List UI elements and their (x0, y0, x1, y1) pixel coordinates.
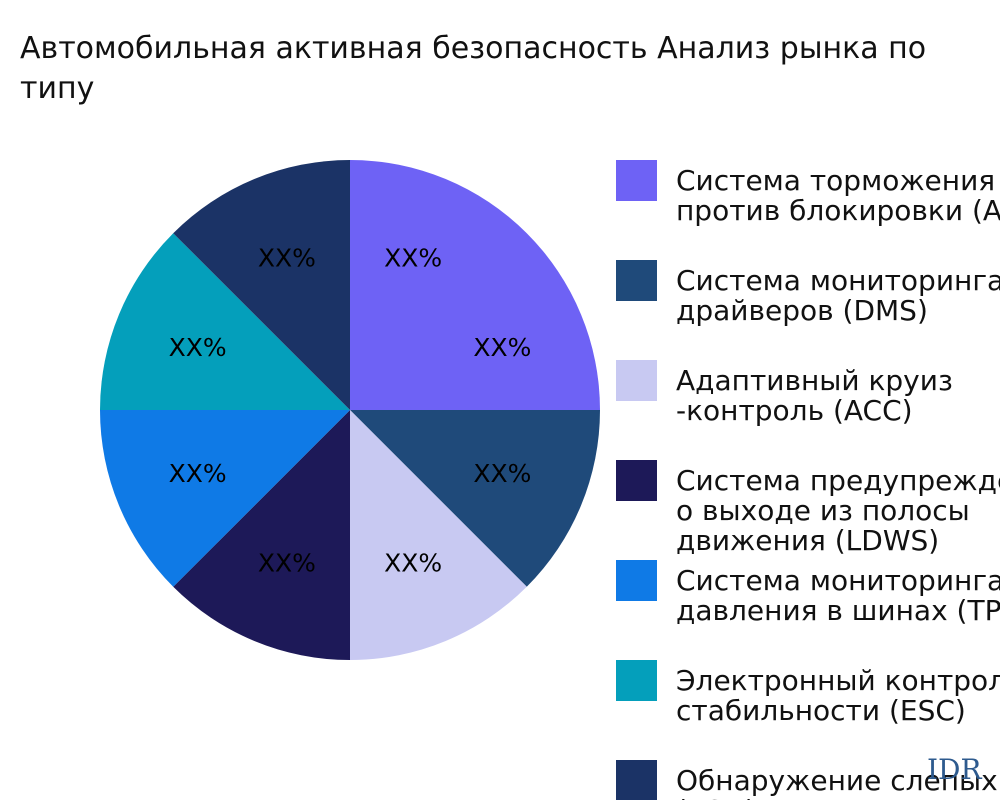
slice-percent-label: XX% (169, 333, 227, 362)
pie-slice (350, 410, 527, 660)
slice-percent-label: XX% (258, 244, 316, 273)
slice-percent-label: XX% (384, 244, 442, 273)
slice-percent-label: XX% (169, 459, 227, 488)
chart-title-line: типу (20, 71, 94, 106)
legend-label: стабильности (ESC) (676, 694, 966, 727)
pie-slice (350, 160, 600, 410)
legend-label: Адаптивный круиз (676, 364, 953, 397)
pie-slice (173, 410, 350, 660)
pie-slice (173, 160, 350, 410)
legend-label: против блокировки (ABS) (676, 194, 1000, 227)
pie-slice (350, 410, 600, 587)
slice-percent-label: XX% (384, 548, 442, 577)
legend-swatch (616, 560, 657, 601)
legend-label: Электронный контроль (676, 664, 1000, 697)
legend-swatch (616, 160, 657, 201)
legend-label: Система торможения (676, 164, 995, 197)
legend-label: Система предупреждения (676, 464, 1000, 497)
chart-title-line: Автомобильная активная безопасность Анал… (20, 31, 926, 66)
legend-label: давления в шинах (TPMS) (676, 594, 1000, 627)
legend-label: -контроль (ACC) (676, 394, 913, 427)
legend-label: о выходе из полосы (676, 494, 970, 527)
slice-percent-label: XX% (473, 333, 531, 362)
pie-slice (100, 410, 350, 587)
slice-labels: XX% XX% XX% XX% XX% XX% XX% XX% (169, 244, 532, 578)
legend-label: (BSD) (676, 794, 756, 800)
pie-slice (100, 233, 350, 410)
legend-label: Система мониторинга (676, 264, 1000, 297)
slice-percent-label: XX% (473, 459, 531, 488)
chart-title: Автомобильная активная безопасность Анал… (20, 31, 926, 106)
legend-label: драйверов (DMS) (676, 294, 928, 327)
legend-swatch (616, 760, 657, 800)
legend-swatch (616, 360, 657, 401)
watermark-logo: IDR (927, 753, 983, 786)
pie (100, 160, 600, 660)
legend-swatch (616, 260, 657, 301)
legend-swatch (616, 660, 657, 701)
legend-label: Система мониторинга (676, 564, 1000, 597)
legend-label: Обнаружение слепых зон (676, 764, 1000, 797)
legend-swatch (616, 460, 657, 501)
slice-percent-label: XX% (258, 548, 316, 577)
legend-label: движения (LDWS) (676, 524, 939, 557)
